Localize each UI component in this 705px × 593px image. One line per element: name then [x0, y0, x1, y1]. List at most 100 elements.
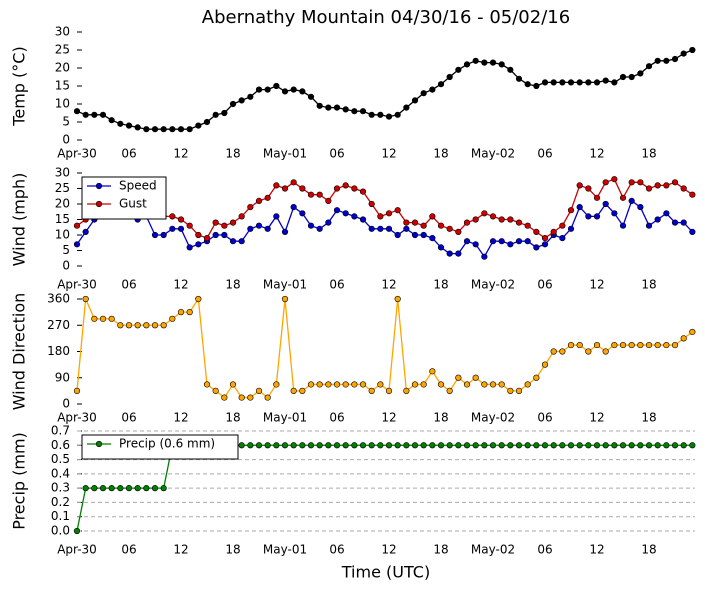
x-tick-label: 12	[589, 278, 604, 292]
data-point	[134, 485, 141, 492]
data-point	[73, 527, 81, 535]
data-point	[689, 328, 696, 336]
data-point	[602, 77, 609, 84]
x-tick-label: 12	[381, 411, 396, 425]
y-tick-label: 90	[55, 370, 70, 384]
data-point	[550, 348, 557, 355]
data-point	[333, 185, 341, 192]
data-point	[403, 442, 410, 449]
data-point	[221, 109, 228, 117]
data-point	[195, 241, 202, 248]
x-tick-label: 06	[537, 411, 552, 425]
x-tick-label: 18	[433, 147, 448, 161]
data-point	[533, 82, 540, 90]
data-point	[585, 213, 592, 220]
data-point	[238, 394, 245, 401]
data-point	[498, 61, 505, 68]
data-point	[221, 222, 228, 229]
data-point	[515, 219, 523, 226]
data-point	[645, 442, 653, 449]
data-point	[559, 79, 566, 86]
data-point	[281, 185, 289, 192]
data-point	[325, 219, 332, 226]
data-point	[212, 111, 219, 118]
y-tick-label: 0.3	[51, 481, 70, 495]
data-point	[567, 225, 575, 232]
data-point	[186, 222, 193, 229]
data-point	[290, 204, 297, 211]
data-point	[463, 61, 471, 68]
data-point	[255, 442, 263, 449]
data-point	[307, 222, 315, 229]
data-point	[290, 86, 297, 93]
data-point	[541, 241, 549, 248]
x-tick-label: 12	[589, 543, 604, 557]
data-point	[663, 442, 670, 449]
y-tick-label: 10	[55, 97, 70, 111]
data-point	[524, 442, 531, 449]
data-point	[238, 238, 245, 245]
x-tick-label: 18	[433, 278, 448, 292]
data-point	[195, 122, 202, 129]
y-tick-label: 0	[62, 397, 70, 411]
data-point	[472, 216, 479, 223]
data-point	[117, 322, 124, 329]
data-point	[567, 442, 575, 449]
legend-label: Gust	[119, 197, 147, 211]
data-point	[316, 102, 323, 109]
x-tick-label: May-01	[263, 411, 307, 425]
data-point	[481, 210, 488, 217]
data-point	[507, 216, 514, 223]
y-tick-label: 0.6	[51, 438, 70, 452]
data-point	[273, 381, 280, 388]
data-point	[229, 381, 237, 388]
legend-marker	[95, 440, 103, 448]
x-tick-label: Apr-30	[57, 411, 97, 425]
data-point	[524, 81, 531, 88]
data-point	[585, 79, 592, 86]
data-point	[82, 485, 89, 492]
data-point	[143, 322, 150, 329]
data-point	[377, 442, 384, 449]
data-point	[229, 219, 237, 226]
data-point	[515, 75, 523, 82]
data-point	[160, 126, 167, 133]
data-point	[585, 185, 592, 192]
legend-box	[81, 176, 167, 220]
data-point	[351, 185, 358, 192]
data-point	[680, 219, 687, 226]
data-point	[333, 207, 341, 214]
y-tick-label: 20	[55, 61, 70, 75]
data-point	[247, 442, 254, 449]
data-point	[637, 204, 644, 211]
data-point	[368, 225, 375, 232]
data-point	[273, 442, 280, 449]
data-point	[576, 341, 583, 349]
data-point	[316, 225, 323, 232]
data-point	[99, 485, 107, 492]
x-tick-label: Apr-30	[57, 147, 97, 161]
data-point	[203, 235, 211, 242]
data-point	[541, 79, 549, 86]
data-point	[628, 73, 635, 81]
x-tick-label: 18	[225, 147, 240, 161]
y-tick-label: 25	[55, 181, 70, 195]
data-point	[533, 374, 540, 381]
data-point	[429, 86, 436, 93]
data-point	[481, 381, 488, 388]
data-point	[351, 442, 358, 449]
data-point	[628, 179, 635, 186]
data-point	[446, 387, 453, 394]
data-point	[637, 442, 644, 449]
data-point	[195, 231, 202, 239]
data-point	[359, 108, 367, 115]
data-point	[481, 253, 488, 260]
data-point	[645, 341, 653, 349]
data-point	[567, 79, 575, 86]
x-tick-label: 18	[225, 543, 240, 557]
data-point	[524, 222, 531, 229]
data-point	[73, 241, 81, 248]
data-point	[333, 442, 341, 449]
data-point	[507, 442, 514, 449]
y-axis-label: Precip (mm)	[10, 432, 29, 530]
